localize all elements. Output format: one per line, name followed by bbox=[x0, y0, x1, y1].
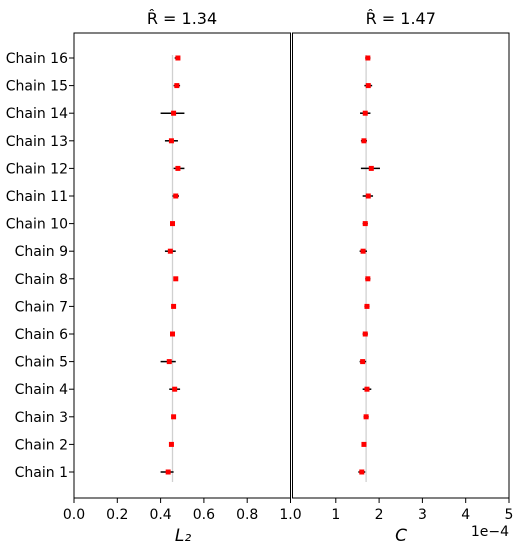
center-marker bbox=[170, 331, 176, 337]
chain-label: Chain 14 bbox=[6, 106, 68, 122]
right-panel-title: R̂ = 1.47 bbox=[366, 9, 436, 28]
center-marker bbox=[365, 83, 371, 89]
x-tick-label: 0.2 bbox=[106, 507, 128, 523]
center-marker bbox=[171, 414, 177, 420]
x-tick-label: 1.0 bbox=[279, 507, 301, 523]
center-marker bbox=[175, 165, 181, 171]
center-marker bbox=[365, 193, 371, 199]
center-marker bbox=[171, 303, 177, 309]
x-tick-label: 1 bbox=[331, 507, 340, 523]
x-tick-label: 0.0 bbox=[63, 507, 85, 523]
center-marker bbox=[361, 138, 367, 144]
right-x-axis-label: C bbox=[395, 526, 407, 546]
center-marker bbox=[368, 165, 374, 171]
chain-label: Chain 9 bbox=[15, 244, 68, 260]
center-marker bbox=[360, 248, 366, 254]
chain-label: Chain 12 bbox=[6, 161, 68, 177]
center-marker bbox=[173, 276, 179, 282]
center-marker bbox=[175, 55, 181, 61]
x-tick-label: 5 bbox=[505, 507, 514, 523]
chain-label: Chain 3 bbox=[15, 410, 68, 426]
center-marker bbox=[168, 441, 174, 447]
x-tick-label: 0.6 bbox=[193, 507, 215, 523]
center-marker bbox=[170, 221, 176, 227]
center-marker bbox=[166, 359, 172, 365]
chain-label: Chain 10 bbox=[6, 217, 68, 233]
x-tick-label: 0.4 bbox=[149, 507, 171, 523]
center-marker bbox=[361, 441, 367, 447]
center-marker bbox=[171, 110, 177, 116]
left-x-axis-label: L₂ bbox=[175, 526, 191, 546]
x-tick-label: 2 bbox=[375, 507, 384, 523]
center-marker bbox=[362, 221, 368, 227]
x-tick-label: 3 bbox=[418, 507, 427, 523]
x-tick-label: 0.8 bbox=[236, 507, 258, 523]
center-marker bbox=[362, 331, 368, 337]
left-panel-frame bbox=[73, 32, 291, 499]
center-marker bbox=[167, 248, 173, 254]
right-panel-frame bbox=[292, 32, 510, 499]
chain-label: Chain 16 bbox=[6, 51, 68, 67]
chain-label: Chain 2 bbox=[15, 437, 68, 453]
center-marker bbox=[359, 469, 365, 475]
center-marker bbox=[173, 193, 179, 199]
center-marker bbox=[365, 55, 371, 61]
left-panel-title: R̂ = 1.34 bbox=[147, 9, 217, 28]
right-scale-note: 1e−4 bbox=[471, 524, 509, 540]
center-marker bbox=[362, 110, 368, 116]
center-marker bbox=[363, 414, 369, 420]
chain-label: Chain 4 bbox=[15, 382, 68, 398]
chain-label: Chain 11 bbox=[6, 189, 68, 205]
center-marker bbox=[172, 386, 178, 392]
center-marker bbox=[360, 359, 366, 365]
center-marker bbox=[168, 138, 174, 144]
center-marker bbox=[174, 83, 180, 89]
chain-label: Chain 8 bbox=[15, 272, 68, 288]
chain-label: Chain 5 bbox=[15, 355, 68, 371]
chain-label: Chain 7 bbox=[15, 299, 68, 315]
center-marker bbox=[364, 386, 370, 392]
center-marker bbox=[364, 303, 370, 309]
chain-label: Chain 1 bbox=[15, 465, 68, 481]
chain-label: Chain 15 bbox=[6, 79, 68, 95]
center-marker bbox=[165, 469, 171, 475]
chain-label: Chain 13 bbox=[6, 134, 68, 150]
center-marker bbox=[365, 276, 371, 282]
x-tick-label: 4 bbox=[461, 507, 470, 523]
chain-label: Chain 6 bbox=[15, 327, 68, 343]
